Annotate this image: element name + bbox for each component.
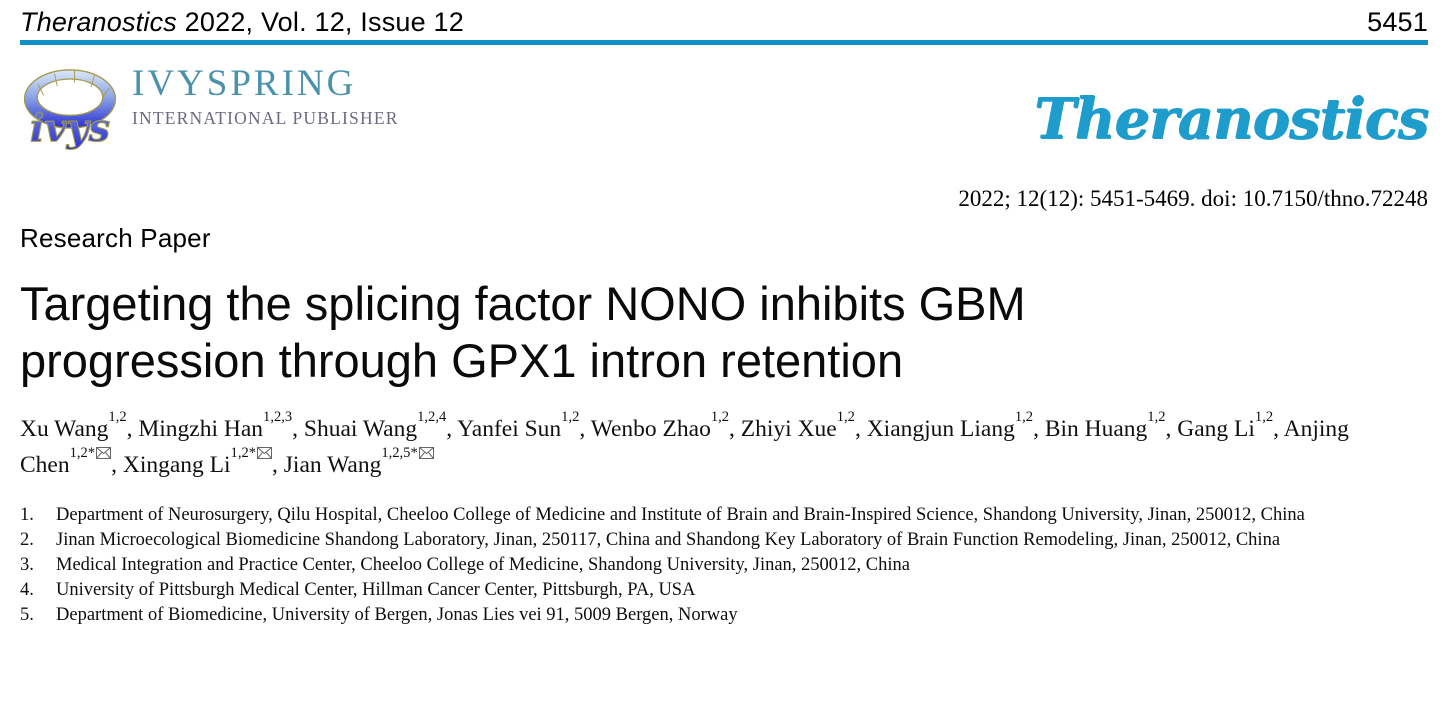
author-affiliation-superscript: 1,2 [836, 408, 855, 425]
envelope-icon [96, 447, 112, 460]
affiliation-number: 5. [20, 605, 34, 625]
envelope-icon [257, 447, 273, 460]
author: Gang Li1,2 [1177, 408, 1274, 442]
publisher-name: IVYSPRING [132, 63, 357, 104]
affiliation-text: Jinan Microecological Biomedicine Shando… [56, 530, 1281, 550]
author-affiliation-superscript: 1,2 [710, 408, 730, 425]
author-affiliation-superscript: 1,2* [230, 444, 257, 461]
running-header-issue-info: 2022, Vol. 12, Issue 12 [176, 7, 464, 37]
author-list: Xu Wang1,2, Mingzhi Han1,2,3, Shuai Wang… [20, 408, 1349, 478]
author-affiliation-superscript: 1,2 [561, 408, 580, 425]
article-title: Targeting the splicing factor NONO inhib… [20, 275, 1428, 389]
paper-page: Theranostics 2022, Vol. 12, Issue 12 545… [20, 0, 1429, 628]
running-header: Theranostics 2022, Vol. 12, Issue 12 545… [20, 0, 1428, 37]
article-type-label: Research Paper [20, 223, 211, 253]
author: Mingzhi Han1,2,3 [138, 408, 293, 442]
author-affiliation-superscript: 1,2,5* [381, 444, 418, 461]
affiliation-item: 5. Department of Biomedicine, University … [20, 603, 1428, 628]
header-rule-divider [20, 40, 1428, 45]
author-affiliation-superscript: 1,2 [1254, 408, 1274, 425]
citation-line: 2022; 12(12): 5451-5469. doi: 10.7150/th… [958, 186, 1428, 211]
running-header-page-number: 5451 [1367, 7, 1428, 37]
running-header-left: Theranostics 2022, Vol. 12, Issue 12 [20, 7, 464, 37]
author: Xingang Li1,2* [123, 445, 273, 478]
author-affiliation-superscript: 1,2 [108, 408, 127, 425]
author: Jian Wang1,2,5* [284, 445, 434, 478]
author-affiliation-superscript: 1,2* [69, 444, 96, 461]
brand-row: ivys IVYSPRING INTERNATIONAL PUBLISHER T… [20, 57, 1429, 179]
running-header-journal-name: Theranostics [20, 7, 177, 37]
affiliation-number: 4. [20, 580, 34, 600]
affiliation-text: Department of Biomedicine, University of… [56, 605, 738, 625]
author: Zhiyi Xue1,2 [740, 408, 855, 442]
publisher-text-block: IVYSPRING INTERNATIONAL PUBLISHER [132, 57, 399, 129]
affiliation-item: 1. Department of Neurosurgery, Qilu Hospi… [20, 503, 1428, 528]
affiliation-list: 1. Department of Neurosurgery, Qilu Hospi… [20, 503, 1428, 628]
affiliation-number: 2. [20, 530, 34, 550]
author-affiliation-superscript: 1,2,3 [263, 408, 293, 425]
svg-text:ivys: ivys [30, 106, 110, 151]
author-affiliation-superscript: 1,2 [1147, 408, 1166, 425]
affiliation-number: 1. [20, 505, 34, 525]
affiliation-item: 4. University of Pittsburgh Medical Cente… [20, 578, 1428, 603]
affiliation-item: 2. Jinan Microecological Biomedicine Shan… [20, 528, 1428, 553]
affiliation-text: University of Pittsburgh Medical Center,… [56, 580, 696, 600]
theranostics-logo: Theranostics [1033, 86, 1429, 152]
envelope-icon [418, 447, 434, 460]
author: Yanfei Sun1,2 [457, 408, 580, 442]
author: Xu Wang1,2 [20, 408, 127, 442]
author: Xiangjun Liang1,2 [866, 408, 1034, 442]
author: Bin Huang1,2 [1044, 408, 1166, 442]
ivyspring-ring-logo-icon: ivys [23, 69, 117, 151]
author: Anjing Chen1,2* [20, 416, 1349, 478]
affiliation-number: 3. [20, 555, 34, 575]
ivyspring-logo: ivys IVYSPRING INTERNATIONAL PUBLISHER [20, 57, 1428, 161]
publisher-subtitle: INTERNATIONAL PUBLISHER [132, 108, 399, 128]
affiliation-item: 3. Medical Integration and Practice Cente… [20, 553, 1428, 578]
author: Shuai Wang1,2,4 [303, 408, 447, 442]
affiliation-text: Medical Integration and Practice Center,… [56, 555, 910, 575]
affiliation-text: Department of Neurosurgery, Qilu Hospita… [56, 505, 1305, 525]
author: Wenbo Zhao1,2 [590, 408, 730, 442]
author-affiliation-superscript: 1,2 [1014, 408, 1034, 425]
author-affiliation-superscript: 1,2,4 [417, 408, 447, 425]
article-title-line: Targeting the splicing factor NONO inhib… [20, 277, 1026, 330]
article-title-line: progression through GPX1 intron retentio… [20, 334, 904, 387]
